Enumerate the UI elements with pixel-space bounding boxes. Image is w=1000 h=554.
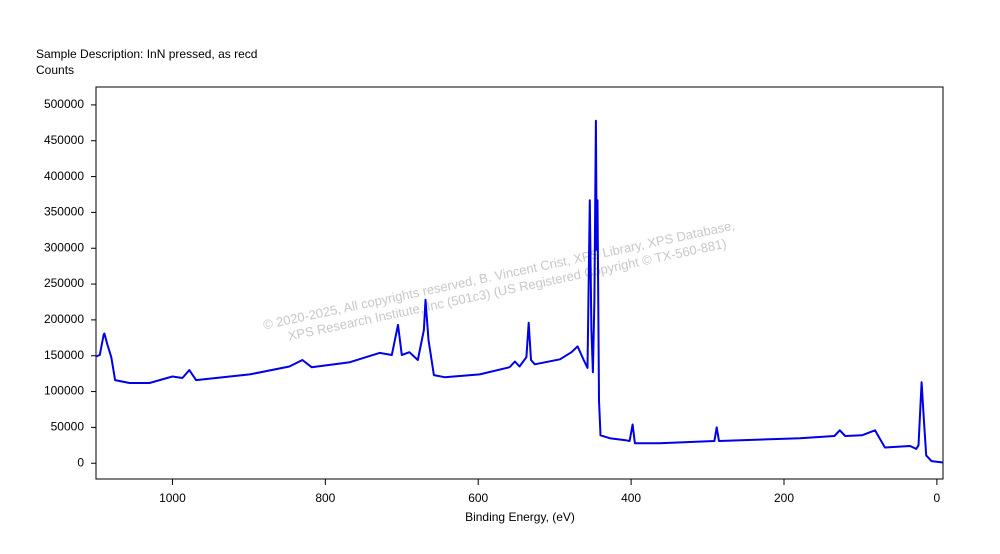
- x-tick-label: 400: [621, 491, 641, 505]
- x-tick-label: 200: [774, 491, 794, 505]
- chart-title: Sample Description: InN pressed, as recd: [36, 47, 257, 61]
- y-tick-label: 400000: [44, 169, 84, 183]
- x-tick-label: 0: [934, 491, 941, 505]
- y-tick-label: 450000: [44, 133, 84, 147]
- watermark: © 2020-2025, All copyrights reserved, B.…: [262, 218, 736, 333]
- y-tick-label: 250000: [44, 276, 84, 290]
- y-tick-label: 50000: [51, 420, 85, 434]
- y-tick-label: 150000: [44, 348, 84, 362]
- y-tick-label: 100000: [44, 384, 84, 398]
- y-tick-label: 350000: [44, 205, 84, 219]
- y-tick-label: 300000: [44, 240, 84, 254]
- x-axis-label: Binding Energy, (eV): [465, 510, 575, 524]
- plot-frame: [95, 86, 944, 480]
- watermark: XPS Research Institute, Inc (501c3) (US …: [287, 236, 728, 344]
- y-tick-label: 0: [77, 455, 84, 469]
- y-axis-label: Counts: [36, 63, 74, 77]
- x-tick-label: 600: [468, 491, 488, 505]
- x-tick-label: 800: [315, 491, 335, 505]
- y-tick-label: 200000: [44, 312, 84, 326]
- x-tick-label: 1000: [159, 491, 186, 505]
- spectrum-line: [95, 119, 944, 464]
- y-tick-label: 500000: [44, 97, 84, 111]
